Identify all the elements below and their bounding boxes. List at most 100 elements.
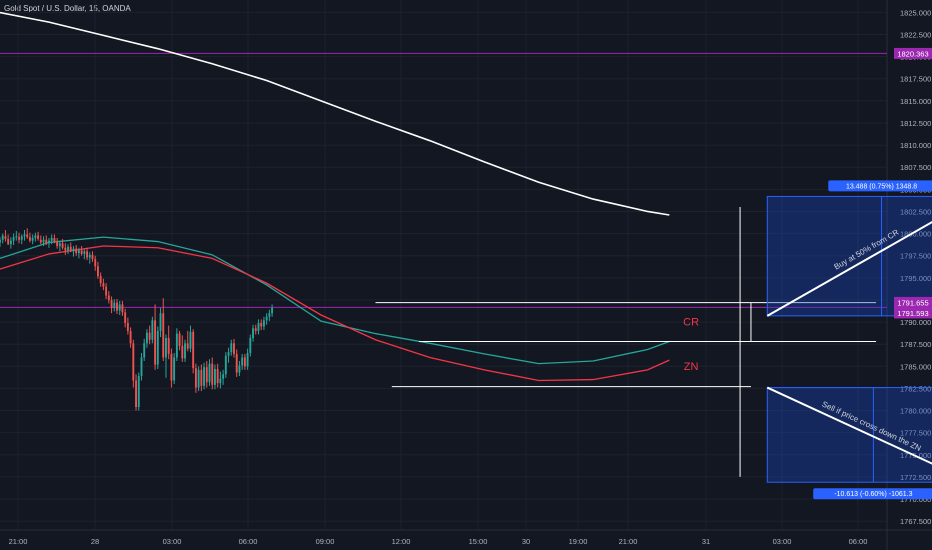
candle-body [249, 337, 252, 354]
candle [94, 255, 97, 271]
candle-body [271, 307, 274, 314]
candle-body [7, 238, 10, 245]
candle [140, 353, 143, 381]
candle-body [224, 355, 227, 375]
candle [175, 328, 178, 362]
candle-body [18, 237, 20, 240]
candle-body [184, 343, 186, 359]
candle-body [268, 313, 271, 317]
candle-body [94, 259, 97, 267]
price-tag-bg [894, 47, 932, 59]
projection-rect [766, 387, 932, 483]
candle-body [241, 357, 244, 366]
candle [184, 339, 186, 362]
candle-body [77, 250, 80, 254]
candle [69, 242, 72, 253]
candle [37, 231, 40, 241]
candle [265, 313, 268, 325]
candle-body [99, 276, 102, 284]
x-tick-label: 12:00 [392, 537, 411, 546]
candle [143, 338, 146, 362]
candle-body [216, 368, 219, 384]
candle [145, 329, 148, 348]
candle [50, 234, 53, 245]
candle [167, 325, 170, 360]
price-tag-label: 1791.655 [897, 298, 928, 307]
candle [233, 338, 235, 358]
candle [121, 300, 124, 316]
candle [99, 272, 102, 287]
candles [0, 228, 274, 411]
y-tick-label: 1825.000 [900, 8, 931, 17]
candle-body [4, 236, 7, 239]
candle [64, 243, 67, 255]
candle-body [238, 365, 241, 373]
candle [238, 361, 241, 377]
candle [86, 247, 89, 261]
x-tick-label: 28 [91, 537, 99, 546]
candle-body [9, 240, 12, 245]
candle [260, 319, 263, 331]
projection-rect [766, 195, 932, 317]
candle-body [165, 337, 167, 358]
y-tick-label: 1810.000 [900, 141, 931, 150]
candle-body [67, 246, 69, 251]
candle [197, 366, 200, 392]
x-tick-label: 03:00 [773, 537, 792, 546]
candle [88, 252, 91, 264]
candle [31, 234, 34, 245]
y-tick-label: 1812.500 [900, 119, 931, 128]
x-tick-label: 15:00 [469, 537, 488, 546]
candle-body [132, 343, 135, 381]
candle-body [156, 330, 159, 365]
candle [268, 309, 271, 322]
candle [61, 238, 64, 250]
candle-body [192, 331, 195, 369]
candle [148, 325, 151, 345]
candle [56, 238, 59, 249]
y-tick-label: 1782.500 [900, 384, 931, 393]
price-tag: 1791.593 [894, 307, 932, 319]
candle [162, 298, 165, 362]
candle-body [31, 238, 34, 241]
candle [159, 307, 162, 338]
candle [213, 364, 216, 390]
candle [186, 330, 189, 352]
candle-body [124, 312, 127, 323]
y-tick-label: 1795.000 [900, 274, 931, 283]
candle [91, 251, 94, 262]
candle-body [53, 238, 56, 242]
candle [216, 363, 219, 388]
candle-body [227, 352, 230, 356]
candle-body [175, 333, 178, 358]
candle [194, 363, 197, 393]
candle [18, 232, 20, 244]
candle-body [162, 313, 165, 358]
candle-body [83, 251, 86, 254]
candle [75, 245, 78, 256]
candle [246, 348, 249, 370]
price-tag-label: 1820.363 [897, 49, 928, 58]
price-tag: 1820.363 [894, 47, 932, 59]
candle-body [243, 357, 246, 367]
candle [173, 353, 176, 385]
x-tick-label: 31 [702, 537, 710, 546]
candle-body [235, 353, 238, 373]
candle [178, 330, 181, 351]
candle-body [257, 322, 260, 331]
candle-body [197, 369, 200, 388]
y-tick-label: 1787.500 [900, 340, 931, 349]
price-tag-label: 1791.593 [897, 309, 928, 318]
candle [45, 235, 48, 246]
candle [135, 374, 137, 411]
candle-body [34, 235, 37, 239]
candle-body [137, 376, 140, 408]
candle [181, 335, 184, 362]
candle-body [154, 320, 157, 365]
candle [110, 296, 113, 314]
candle [200, 364, 203, 392]
projection-label: -10.613 (-0.60%) -1061.3 [834, 491, 912, 498]
y-tick-label: 1785.000 [900, 362, 931, 371]
candle [102, 278, 105, 291]
